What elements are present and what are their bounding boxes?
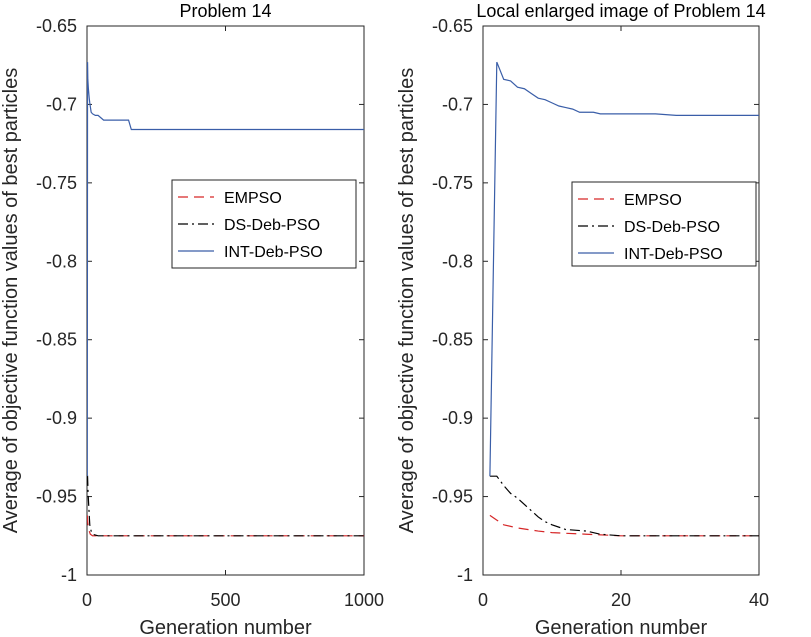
x-tick-label: 0 bbox=[478, 590, 488, 610]
legend-label: INT-Deb-PSO bbox=[624, 246, 723, 263]
legend-label: INT-Deb-PSO bbox=[224, 244, 323, 261]
chart-panel-1: -0.65 -0.7 -0.75 -0.8 -0.85 -0.9 -0.95 -10 500 10… bbox=[0, 1, 384, 637]
x-axis-label: Generation number bbox=[535, 617, 708, 637]
series-line-ds-deb-pso bbox=[489, 475, 759, 537]
x-axis-label: Generation number bbox=[139, 617, 312, 637]
x-tick-label: 20 bbox=[611, 590, 631, 610]
legend-label: EMPSO bbox=[624, 192, 682, 209]
y-tick-label: -0.95 bbox=[36, 487, 77, 507]
y-tick-label: -0.9 bbox=[442, 408, 473, 428]
legend-box bbox=[571, 181, 757, 267]
series-line-ds-deb-pso bbox=[87, 475, 364, 537]
plot-frame bbox=[86, 25, 365, 576]
chart-title: Local enlarged image of Problem 14 bbox=[476, 1, 765, 21]
legend-label: EMPSO bbox=[224, 190, 282, 207]
legend: EMPSO DS-Deb-PSO INT-Deb-PSO bbox=[571, 181, 757, 267]
x-tick-label: 500 bbox=[210, 590, 240, 610]
y-tick-label: -0.85 bbox=[432, 330, 473, 350]
y-tick-label: -0.9 bbox=[46, 408, 77, 428]
plot-frame bbox=[482, 25, 760, 576]
y-tick-label: -0.65 bbox=[432, 16, 473, 36]
y-tick-label: -1 bbox=[61, 565, 77, 585]
series-group bbox=[87, 62, 364, 537]
y-tick-label: -0.7 bbox=[442, 94, 473, 114]
y-tick-label: -0.8 bbox=[46, 251, 77, 271]
y-tick-label: -0.75 bbox=[432, 173, 473, 193]
chart-panel-2: -0.65 -0.7 -0.75 -0.8 -0.85 -0.9 -0.95 -10 20 40 L… bbox=[396, 1, 769, 637]
chart-title: Problem 14 bbox=[179, 1, 271, 21]
y-tick-label: -0.65 bbox=[36, 16, 77, 36]
series-line-int-deb-pso bbox=[87, 62, 364, 477]
y-axis-label: Average of objective function values of … bbox=[0, 68, 22, 533]
x-tick-label: 40 bbox=[749, 590, 769, 610]
y-tick-label: -0.75 bbox=[36, 173, 77, 193]
y-tick-label: -0.8 bbox=[442, 251, 473, 271]
x-tick-label: 0 bbox=[82, 590, 92, 610]
y-tick-label: -1 bbox=[457, 565, 473, 585]
legend-label: DS-Deb-PSO bbox=[624, 219, 720, 236]
y-axis-label: Average of objective function values of … bbox=[396, 68, 418, 533]
y-tick-label: -0.7 bbox=[46, 94, 77, 114]
legend-label: DS-Deb-PSO bbox=[224, 217, 320, 234]
y-tick-label: -0.85 bbox=[36, 330, 77, 350]
y-tick-label: -0.95 bbox=[432, 487, 473, 507]
series-group bbox=[489, 61, 759, 537]
legend: EMPSO DS-Deb-PSO INT-Deb-PSO bbox=[171, 179, 357, 269]
x-tick-label: 1000 bbox=[344, 590, 384, 610]
series-line-empso bbox=[87, 515, 364, 537]
series-line-int-deb-pso bbox=[489, 61, 759, 477]
